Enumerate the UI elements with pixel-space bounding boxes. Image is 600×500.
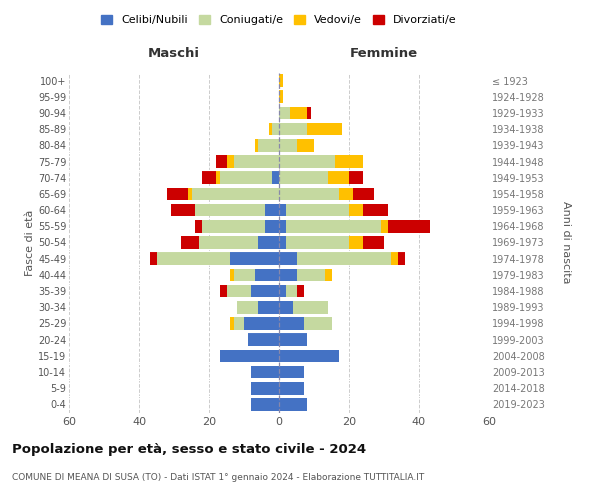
Bar xyxy=(216,172,220,184)
Bar xyxy=(279,350,338,362)
Bar xyxy=(258,139,279,151)
Bar xyxy=(363,236,384,249)
Bar xyxy=(296,252,391,265)
Bar xyxy=(149,252,157,265)
Bar xyxy=(279,172,328,184)
Bar xyxy=(230,317,233,330)
Bar xyxy=(279,382,304,394)
Bar xyxy=(220,350,279,362)
Bar xyxy=(296,285,304,298)
Bar xyxy=(199,236,258,249)
Bar xyxy=(251,285,279,298)
Bar xyxy=(272,172,279,184)
Bar xyxy=(279,301,293,314)
Bar xyxy=(279,252,296,265)
Bar xyxy=(181,236,199,249)
Bar xyxy=(279,220,286,232)
Bar xyxy=(328,172,349,184)
Bar xyxy=(195,204,265,216)
Bar xyxy=(279,155,335,168)
Bar xyxy=(237,301,258,314)
Bar xyxy=(279,139,296,151)
Bar xyxy=(251,382,279,394)
Bar xyxy=(349,172,363,184)
Bar xyxy=(167,188,188,200)
Bar xyxy=(304,317,331,330)
Bar xyxy=(279,204,286,216)
Bar xyxy=(202,220,265,232)
Bar xyxy=(335,155,363,168)
Bar xyxy=(265,204,279,216)
Bar xyxy=(279,236,286,249)
Y-axis label: Anni di nascita: Anni di nascita xyxy=(562,201,571,283)
Bar xyxy=(170,204,195,216)
Bar xyxy=(220,285,227,298)
Bar xyxy=(279,268,296,281)
Bar xyxy=(251,398,279,410)
Bar xyxy=(279,106,290,120)
Bar xyxy=(233,155,279,168)
Bar xyxy=(279,398,307,410)
Bar xyxy=(286,236,349,249)
Bar xyxy=(325,268,331,281)
Bar xyxy=(307,106,311,120)
Bar xyxy=(290,106,307,120)
Bar xyxy=(202,172,216,184)
Bar xyxy=(269,123,272,136)
Bar xyxy=(233,268,254,281)
Bar xyxy=(191,188,279,200)
Bar xyxy=(258,301,279,314)
Bar xyxy=(398,252,405,265)
Text: Maschi: Maschi xyxy=(148,46,200,60)
Bar xyxy=(380,220,388,232)
Bar xyxy=(254,139,258,151)
Bar xyxy=(248,334,279,346)
Bar xyxy=(279,74,283,87)
Bar xyxy=(353,188,373,200)
Bar xyxy=(293,301,328,314)
Text: Popolazione per età, sesso e stato civile - 2024: Popolazione per età, sesso e stato civil… xyxy=(12,442,366,456)
Bar xyxy=(244,317,279,330)
Y-axis label: Fasce di età: Fasce di età xyxy=(25,210,35,276)
Bar xyxy=(338,188,353,200)
Bar xyxy=(195,220,202,232)
Bar xyxy=(157,252,230,265)
Legend: Celibi/Nubili, Coniugati/e, Vedovi/e, Divorziati/e: Celibi/Nubili, Coniugati/e, Vedovi/e, Di… xyxy=(97,10,461,29)
Bar xyxy=(258,236,279,249)
Bar xyxy=(279,285,286,298)
Bar xyxy=(349,236,363,249)
Bar xyxy=(286,204,349,216)
Bar xyxy=(279,188,338,200)
Bar xyxy=(279,334,307,346)
Bar xyxy=(265,220,279,232)
Bar xyxy=(188,188,191,200)
Bar xyxy=(286,220,380,232)
Bar xyxy=(216,155,227,168)
Text: COMUNE DI MEANA DI SUSA (TO) - Dati ISTAT 1° gennaio 2024 - Elaborazione TUTTITA: COMUNE DI MEANA DI SUSA (TO) - Dati ISTA… xyxy=(12,472,424,482)
Bar xyxy=(279,366,304,378)
Bar xyxy=(227,155,233,168)
Bar xyxy=(279,123,307,136)
Bar xyxy=(254,268,279,281)
Bar xyxy=(349,204,363,216)
Bar xyxy=(296,268,325,281)
Bar xyxy=(230,252,279,265)
Bar xyxy=(227,285,251,298)
Bar xyxy=(251,366,279,378)
Bar xyxy=(279,90,283,103)
Bar xyxy=(391,252,398,265)
Bar xyxy=(233,317,244,330)
Bar xyxy=(307,123,342,136)
Bar xyxy=(272,123,279,136)
Bar xyxy=(220,172,272,184)
Bar xyxy=(296,139,314,151)
Bar xyxy=(230,268,233,281)
Bar xyxy=(286,285,296,298)
Bar xyxy=(279,317,304,330)
Bar xyxy=(388,220,430,232)
Bar xyxy=(363,204,388,216)
Text: Femmine: Femmine xyxy=(350,46,418,60)
